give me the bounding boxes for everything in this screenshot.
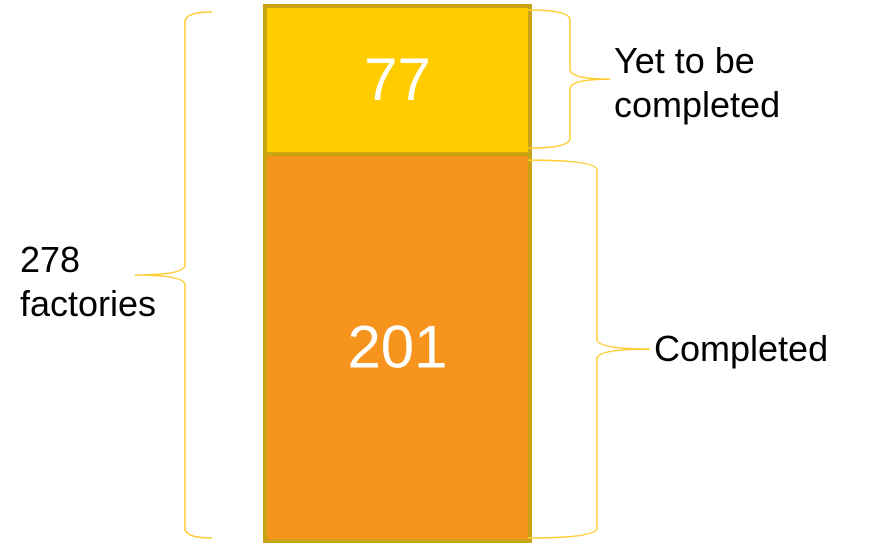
brace	[527, 159, 651, 539]
brace	[527, 9, 611, 149]
legend-label: Yet to be completed	[614, 40, 781, 126]
total-label: 278 factories	[20, 239, 157, 324]
brace	[134, 11, 213, 539]
legend-label: Completed	[654, 328, 829, 370]
bar-segment	[263, 152, 532, 544]
bar-segment	[263, 4, 532, 157]
value-label: 201	[347, 313, 447, 380]
value-label: 77	[364, 46, 431, 113]
